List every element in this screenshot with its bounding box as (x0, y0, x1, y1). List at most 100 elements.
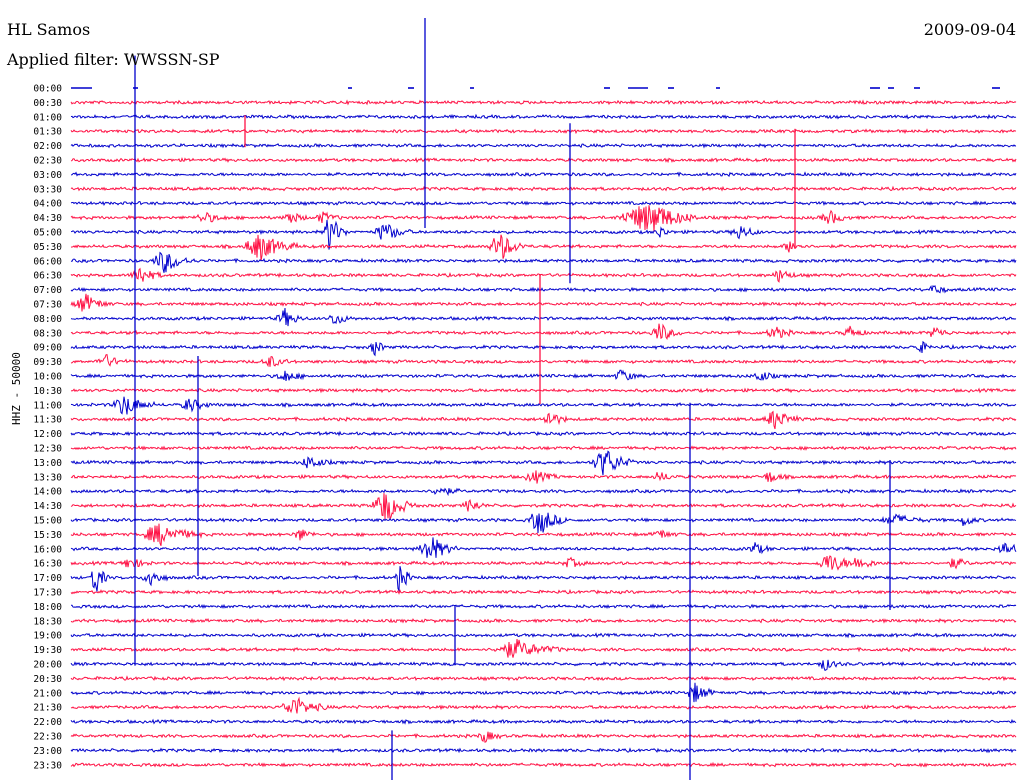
time-label: 18:30 (33, 616, 62, 627)
time-label: 08:00 (33, 314, 62, 325)
trace-row (70, 566, 1017, 593)
station-name: HL Samos (7, 20, 91, 39)
trace-row (70, 185, 1017, 192)
time-label: 15:30 (33, 530, 62, 541)
time-label: 09:30 (33, 357, 62, 368)
trace-row (70, 537, 1017, 558)
trace-row (70, 340, 1017, 357)
time-label: 12:00 (33, 429, 62, 440)
trace-row (70, 747, 1017, 754)
time-label: 13:00 (33, 458, 62, 469)
time-label: 16:30 (33, 559, 62, 570)
trace-row (70, 251, 1017, 273)
time-label: 00:00 (33, 84, 62, 95)
trace-row (70, 430, 1017, 437)
trace-row (70, 142, 1017, 149)
trace-row (70, 323, 1017, 340)
trace-row (70, 761, 1017, 768)
time-label: 10:00 (33, 372, 62, 383)
time-label: 06:00 (33, 256, 62, 267)
trace-row (70, 470, 1017, 484)
time-label: 23:00 (33, 746, 62, 757)
trace-row (70, 387, 1017, 394)
time-label: 04:30 (33, 213, 62, 224)
time-label: 11:30 (33, 415, 62, 426)
trace-row (70, 588, 1017, 595)
time-label: 07:00 (33, 285, 62, 296)
time-label: 20:30 (33, 674, 62, 685)
trace-row (70, 617, 1017, 624)
trace-row (70, 128, 1017, 135)
trace-row (70, 200, 1017, 207)
time-label: 17:00 (33, 573, 62, 584)
trace-row (70, 307, 1017, 327)
time-label: 14:30 (33, 501, 62, 512)
time-label: 22:30 (33, 732, 62, 743)
trace-row (70, 493, 1017, 520)
trace-row (70, 632, 1017, 639)
time-label: 02:30 (33, 156, 62, 167)
trace-row (70, 171, 1017, 178)
time-label: 15:00 (33, 516, 62, 527)
time-label: 09:00 (33, 343, 62, 354)
time-label: 18:00 (33, 602, 62, 613)
time-label: 10:30 (33, 386, 62, 397)
time-label: 19:00 (33, 631, 62, 642)
trace-row (70, 450, 1017, 476)
trace-row (70, 369, 1017, 382)
trace-row (70, 682, 1017, 703)
trace-row (70, 696, 1017, 714)
trace-row (70, 354, 1017, 368)
time-label: 03:00 (33, 170, 62, 181)
record-date: 2009-09-04 (923, 20, 1016, 39)
trace-row (70, 523, 1017, 547)
time-label: 02:00 (33, 141, 62, 152)
time-label: 14:00 (33, 487, 62, 498)
time-label: 06:30 (33, 271, 62, 282)
time-label: 07:30 (33, 300, 62, 311)
time-label: 12:30 (33, 444, 62, 455)
time-labels: 00:00 00:30 01:00 01:30 02:00 02:30 03:00 03:30… (33, 84, 62, 772)
time-label: 13:30 (33, 472, 62, 483)
time-label: 00:30 (33, 98, 62, 109)
time-label: 05:00 (33, 228, 62, 239)
time-label: 21:00 (33, 688, 62, 699)
time-label: 11:00 (33, 400, 62, 411)
trace-row (70, 512, 1017, 533)
seismic-traces (70, 18, 1017, 780)
time-label: 17:30 (33, 588, 62, 599)
time-label: 21:30 (33, 703, 62, 714)
time-label: 04:00 (33, 199, 62, 210)
time-label: 16:00 (33, 544, 62, 555)
trace-row (70, 444, 1017, 451)
trace-row (70, 157, 1017, 164)
trace-row (70, 219, 1017, 250)
trace-row (70, 659, 1017, 671)
trace-row (70, 718, 1017, 725)
applied-filter: Applied filter: WWSSN-SP (7, 50, 220, 69)
trace-row (70, 234, 1017, 261)
trace-row (70, 638, 1017, 658)
trace-row (70, 293, 1017, 312)
trace-row (70, 555, 1017, 571)
time-label: 19:30 (33, 645, 62, 656)
time-label: 03:30 (33, 184, 62, 195)
time-label: 01:00 (33, 112, 62, 123)
trace-row (70, 410, 1017, 430)
trace-row (70, 113, 1017, 120)
time-label: 01:30 (33, 127, 62, 138)
time-label: 23:30 (33, 760, 62, 771)
trace-row (70, 603, 1017, 610)
time-label: 08:30 (33, 328, 62, 339)
trace-row (70, 675, 1017, 682)
trace-row (70, 396, 1017, 415)
trace-row (70, 267, 1017, 283)
trace-row (70, 731, 1017, 743)
time-label: 20:00 (33, 660, 62, 671)
trace-row (70, 487, 1017, 497)
trace-row (70, 205, 1017, 232)
time-label: 05:30 (33, 242, 62, 253)
trace-row (70, 99, 1017, 106)
channel-scale-label: HHZ - 50000 (10, 352, 23, 425)
